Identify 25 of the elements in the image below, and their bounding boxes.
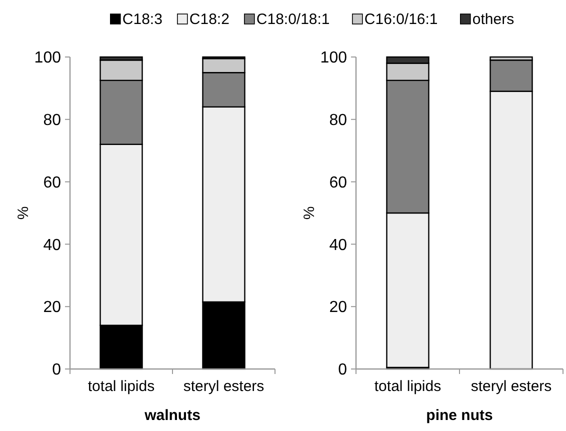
y-tick-label: 40	[43, 236, 62, 254]
y-tick-label: 0	[52, 362, 62, 379]
legend-label: C18:2	[189, 11, 230, 28]
legend-label: others	[472, 11, 514, 28]
y-tick-label: 80	[43, 112, 62, 129]
y-tick-label: 20	[43, 299, 62, 316]
x-tick-label: steryl esters	[470, 378, 552, 395]
y-axis-title: %	[15, 206, 32, 220]
legend-label: C18:3	[122, 11, 162, 28]
legend-label: C18:0/18:1	[256, 11, 330, 28]
x-tick-label: steryl esters	[183, 378, 264, 395]
x-tick-label: total lipids	[374, 378, 442, 395]
y-tick-label: 40	[329, 236, 348, 254]
y-tick-label: 60	[329, 174, 348, 192]
y-axis-title: %	[301, 206, 318, 220]
y-tick-label: 100	[320, 50, 348, 67]
x-axis-title: pine nuts	[426, 407, 493, 424]
y-tick-label: 60	[43, 174, 62, 192]
y-tick-label: 20	[329, 299, 348, 316]
x-axis-title: walnuts	[144, 407, 200, 424]
y-tick-label: 80	[329, 112, 348, 129]
legend-label: C16:0/16:1	[364, 11, 438, 28]
y-tick-label: 0	[338, 362, 348, 379]
x-tick-label: total lipids	[88, 378, 155, 395]
y-tick-label: 100	[34, 50, 62, 67]
